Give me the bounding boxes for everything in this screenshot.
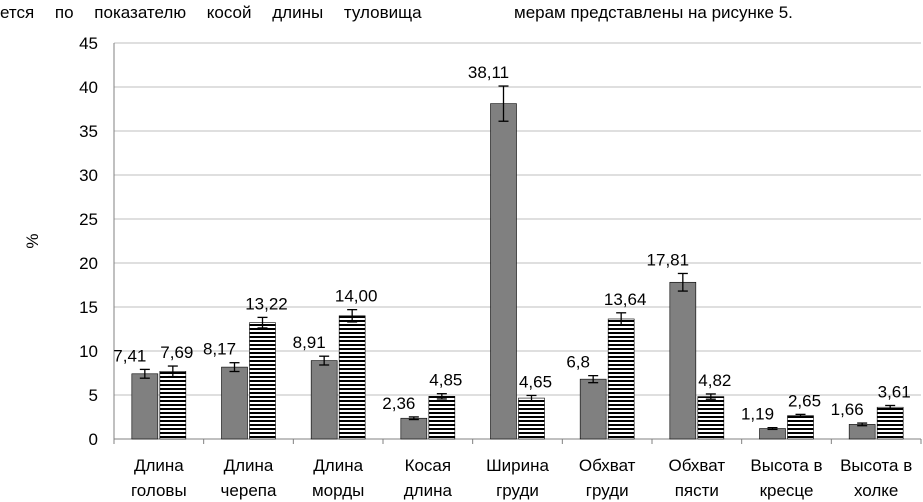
data-label-series-2: 14,00 bbox=[335, 287, 378, 306]
x-category-label: морды bbox=[312, 481, 364, 500]
x-category-label: Высота в bbox=[750, 456, 822, 475]
y-tick-label: 40 bbox=[79, 78, 98, 97]
y-axis-title: % bbox=[23, 233, 42, 248]
data-label-series-1: 8,91 bbox=[293, 333, 326, 352]
data-label-series-2: 7,69 bbox=[160, 343, 193, 362]
y-tick-label: 35 bbox=[79, 122, 98, 141]
y-tick-label: 20 bbox=[79, 254, 98, 273]
x-category-label: Длина bbox=[313, 456, 363, 475]
bar-series-2 bbox=[518, 397, 545, 440]
y-tick-label: 30 bbox=[79, 166, 98, 185]
data-label-series-1: 17,81 bbox=[647, 250, 690, 269]
bar-series-2 bbox=[607, 318, 635, 440]
data-label-series-2: 3,61 bbox=[878, 382, 911, 401]
error-bar bbox=[229, 362, 240, 373]
bar-series-2 bbox=[787, 415, 814, 440]
data-label-series-1: 6,8 bbox=[566, 353, 590, 372]
data-label-series-1: 1,19 bbox=[741, 405, 774, 424]
axes: 0 5 10 15 20 25 30 35 40 45% Длина головы Длина череп… bbox=[23, 34, 922, 500]
bar-series-1 bbox=[759, 428, 786, 440]
error-bar bbox=[588, 374, 599, 384]
x-category-label: груди bbox=[496, 481, 539, 500]
bar-series-1 bbox=[131, 373, 159, 440]
x-category-label: черепа bbox=[221, 481, 277, 500]
bar-series-2 bbox=[876, 406, 904, 440]
gridlines bbox=[114, 42, 921, 396]
y-tick-label: 0 bbox=[89, 430, 98, 449]
data-label-series-2: 4,85 bbox=[429, 371, 462, 390]
bar-series-1 bbox=[490, 103, 517, 440]
error-bar bbox=[616, 312, 627, 326]
error-bar bbox=[139, 368, 150, 379]
data-label-series-2: 13,64 bbox=[604, 290, 647, 309]
error-bar bbox=[257, 316, 268, 329]
error-bar bbox=[436, 393, 447, 400]
data-label-series-1: 7,41 bbox=[113, 346, 146, 365]
error-bar bbox=[677, 272, 688, 292]
data-label-series-1: 2,36 bbox=[382, 394, 415, 413]
data-label-series-2: 4,82 bbox=[698, 371, 731, 390]
error-bar bbox=[885, 404, 896, 410]
x-category-label: Ширина bbox=[486, 456, 549, 475]
x-category-label: Высота в bbox=[840, 456, 912, 475]
y-tick-label: 15 bbox=[79, 298, 98, 317]
y-tick-label: 45 bbox=[79, 34, 98, 53]
error-bar bbox=[167, 365, 178, 378]
data-label-series-2: 4,65 bbox=[519, 372, 552, 391]
data-label-series-1: 38,11 bbox=[468, 63, 509, 82]
bar-series-2 bbox=[697, 396, 725, 440]
error-bar bbox=[767, 426, 778, 431]
data-label-series-1: 1,66 bbox=[831, 400, 864, 419]
error-bar bbox=[408, 416, 419, 421]
data-label-series-1: 8,17 bbox=[203, 340, 236, 359]
error-bar bbox=[347, 308, 358, 323]
x-category-label: головы bbox=[131, 481, 187, 500]
bar-series-1 bbox=[669, 281, 697, 440]
data-label-series-2: 2,65 bbox=[788, 391, 821, 410]
x-category-label: Обхват bbox=[579, 456, 636, 475]
x-category-label: Длина bbox=[224, 456, 274, 475]
bar-series-2 bbox=[338, 315, 366, 440]
x-category-label: груди bbox=[586, 481, 629, 500]
bar-series-2 bbox=[249, 322, 276, 440]
text-fragment-right: мерам представлены на рисунке 5. bbox=[514, 3, 793, 22]
x-category-label: пясти bbox=[675, 481, 719, 500]
text-fragment-left: ется по показателю косой длины туловища bbox=[0, 3, 422, 22]
surrounding-text-line: ется по показателю косой длины туловища … bbox=[0, 0, 923, 26]
error-bar bbox=[319, 355, 330, 366]
x-category-label: кресце bbox=[760, 481, 814, 500]
y-tick-label: 10 bbox=[79, 342, 98, 361]
bars bbox=[131, 85, 904, 440]
bar-series-2 bbox=[428, 396, 456, 440]
error-bar bbox=[526, 394, 537, 402]
x-category-label: Косая bbox=[405, 456, 452, 475]
data-label-series-2: 13,22 bbox=[245, 294, 288, 313]
x-category-label: холке bbox=[854, 481, 898, 500]
error-bar bbox=[857, 422, 868, 427]
bar-series-1 bbox=[579, 378, 607, 440]
bar-series-1 bbox=[848, 424, 876, 440]
y-tick-label: 5 bbox=[89, 386, 98, 405]
x-category-label: длина bbox=[404, 481, 453, 500]
bar-series-1 bbox=[310, 360, 338, 440]
error-bar bbox=[705, 393, 716, 400]
bar-series-1 bbox=[221, 366, 248, 440]
error-bar bbox=[498, 85, 509, 122]
bar-series-1 bbox=[400, 417, 428, 440]
bar-series-2 bbox=[159, 371, 187, 440]
error-bar bbox=[795, 413, 806, 418]
y-tick-label: 25 bbox=[79, 210, 98, 229]
data-labels: 7,41 8,17 8,91 2,36 38,11 6,8 17,81 1,19 1,66 7,6… bbox=[113, 63, 910, 424]
x-category-label: Длина bbox=[134, 456, 184, 475]
x-category-label: Обхват bbox=[669, 456, 726, 475]
